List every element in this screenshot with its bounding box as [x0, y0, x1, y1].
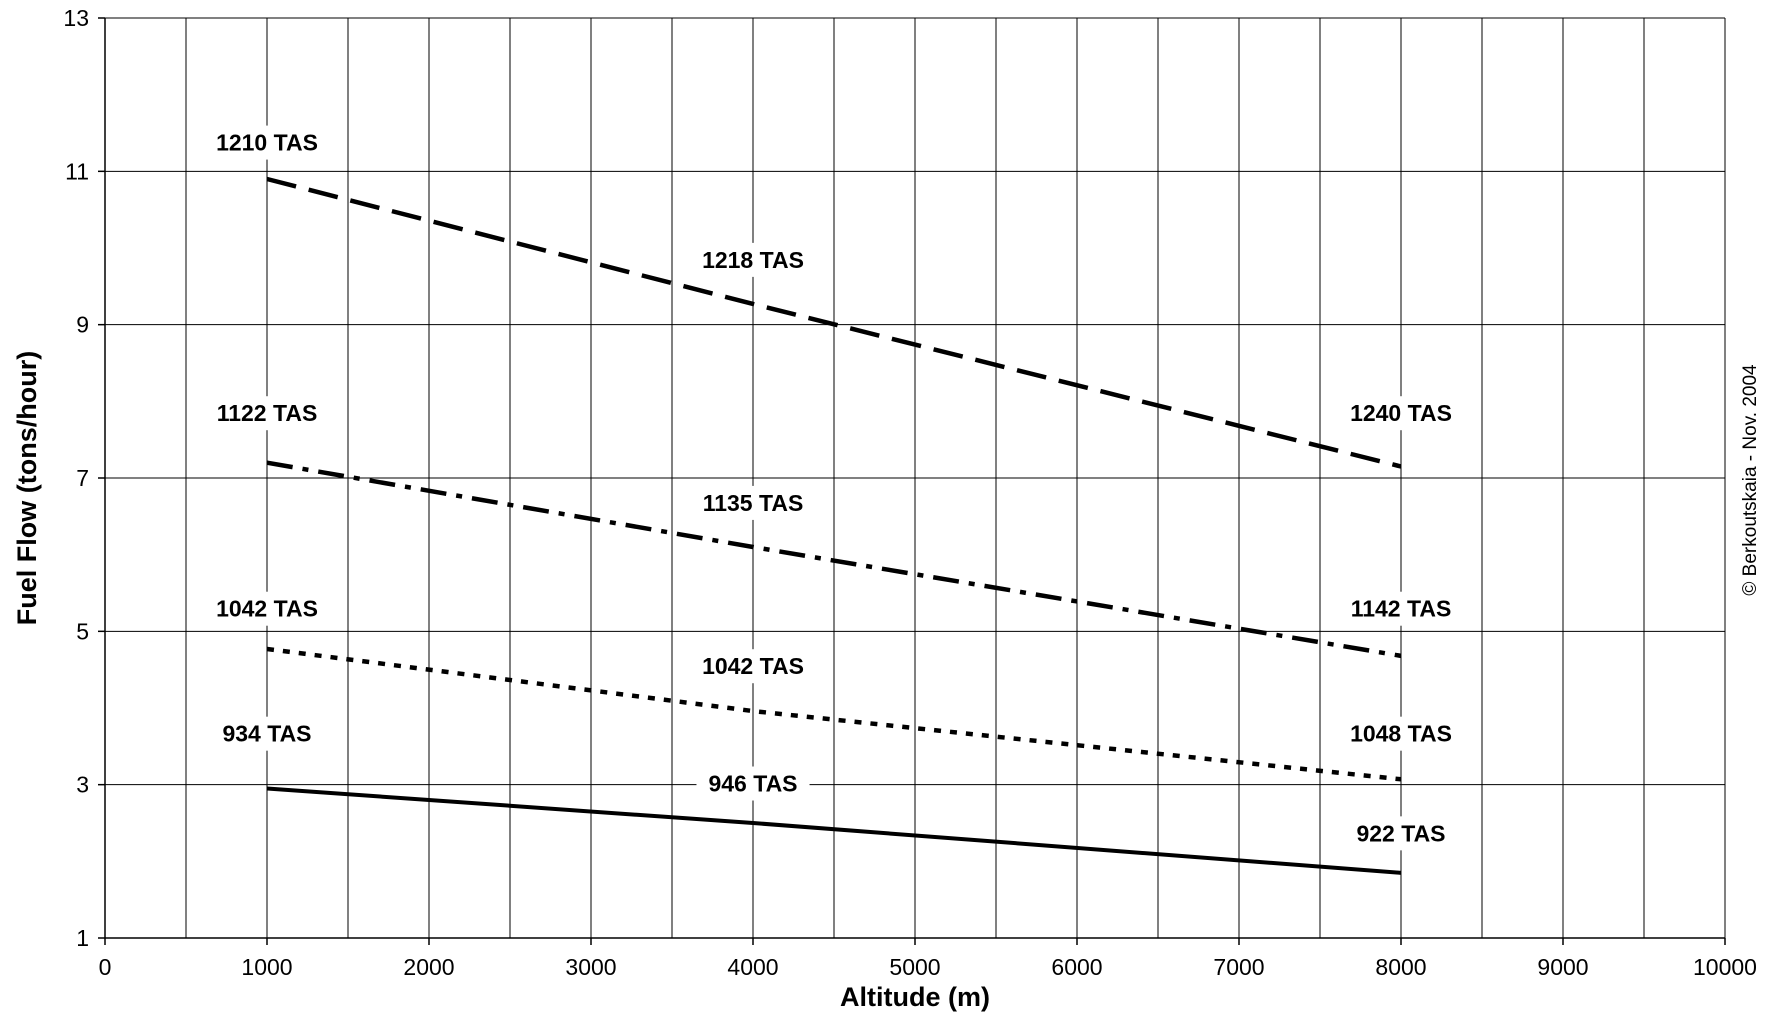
- tas-label: 946 TAS: [708, 771, 797, 797]
- series-line-dash-dot: [266, 460, 1402, 659]
- x-tick-label: 3000: [565, 954, 616, 980]
- tas-label-background: [690, 242, 816, 277]
- tas-label-background: [210, 716, 324, 751]
- x-axis-title: Altitude (m): [840, 982, 990, 1012]
- tick-labels: 0 1000 2000 3000 4000 5000 6000 7000 8000 9000 100…: [63, 5, 1757, 980]
- tas-label-background: [1338, 716, 1464, 751]
- tas-label: 1048 TAS: [1350, 721, 1452, 747]
- tas-label: 922 TAS: [1356, 820, 1445, 846]
- x-tick-label: 9000: [1537, 954, 1588, 980]
- tas-label-background: [204, 591, 330, 626]
- tas-label: 1240 TAS: [1350, 400, 1452, 426]
- series-line-dotted: [266, 646, 1402, 782]
- tas-label: 1135 TAS: [703, 490, 804, 516]
- tas-label-background: [1338, 591, 1464, 626]
- tas-label-background: [204, 125, 330, 160]
- grid: [98, 17, 1726, 945]
- tas-label: 1042 TAS: [216, 596, 318, 622]
- y-tick-label: 3: [76, 772, 89, 798]
- tas-label-background: [696, 766, 810, 801]
- tas-label-background: [1344, 816, 1458, 851]
- data-labels: 1210 TAS 1218 TAS 1240 TAS 1122 TAS 1135 TAS…: [204, 125, 1464, 851]
- y-axis-title: Fuel Flow (tons/hour): [12, 351, 42, 625]
- tas-label-background: [204, 396, 330, 431]
- x-tick-label: 7000: [1213, 954, 1264, 980]
- x-tick-label: 0: [99, 954, 112, 980]
- tas-label: 1210 TAS: [216, 130, 318, 156]
- y-tick-label: 5: [76, 618, 89, 644]
- x-tick-label: 10000: [1693, 954, 1757, 980]
- tas-label: 1218 TAS: [702, 247, 804, 273]
- x-tick-label: 6000: [1051, 954, 1102, 980]
- series-line-long-dash: [266, 176, 1402, 469]
- copyright-annotation: © Berkoutskaia - Nov. 2004: [1740, 364, 1761, 596]
- y-tick-label: 7: [76, 465, 89, 491]
- tas-label: 934 TAS: [222, 721, 311, 747]
- x-tick-label: 8000: [1375, 954, 1426, 980]
- x-tick-label: 5000: [889, 954, 940, 980]
- tas-label: 1042 TAS: [702, 653, 804, 679]
- tas-label: 1122 TAS: [217, 400, 318, 426]
- tas-label: 1142 TAS: [1351, 596, 1452, 622]
- x-tick-label: 4000: [727, 954, 778, 980]
- y-tick-label: 9: [76, 312, 89, 338]
- x-tick-label: 2000: [403, 954, 454, 980]
- x-tick-label: 1000: [241, 954, 292, 980]
- y-tick-label: 1: [76, 925, 89, 951]
- tas-label-background: [1338, 396, 1464, 431]
- tas-label-background: [690, 649, 816, 684]
- y-tick-label: 11: [65, 158, 89, 184]
- series-line-solid: [266, 786, 1402, 875]
- series-group: [266, 176, 1402, 875]
- y-tick-label: 13: [63, 5, 89, 31]
- tas-label-background: [690, 485, 816, 520]
